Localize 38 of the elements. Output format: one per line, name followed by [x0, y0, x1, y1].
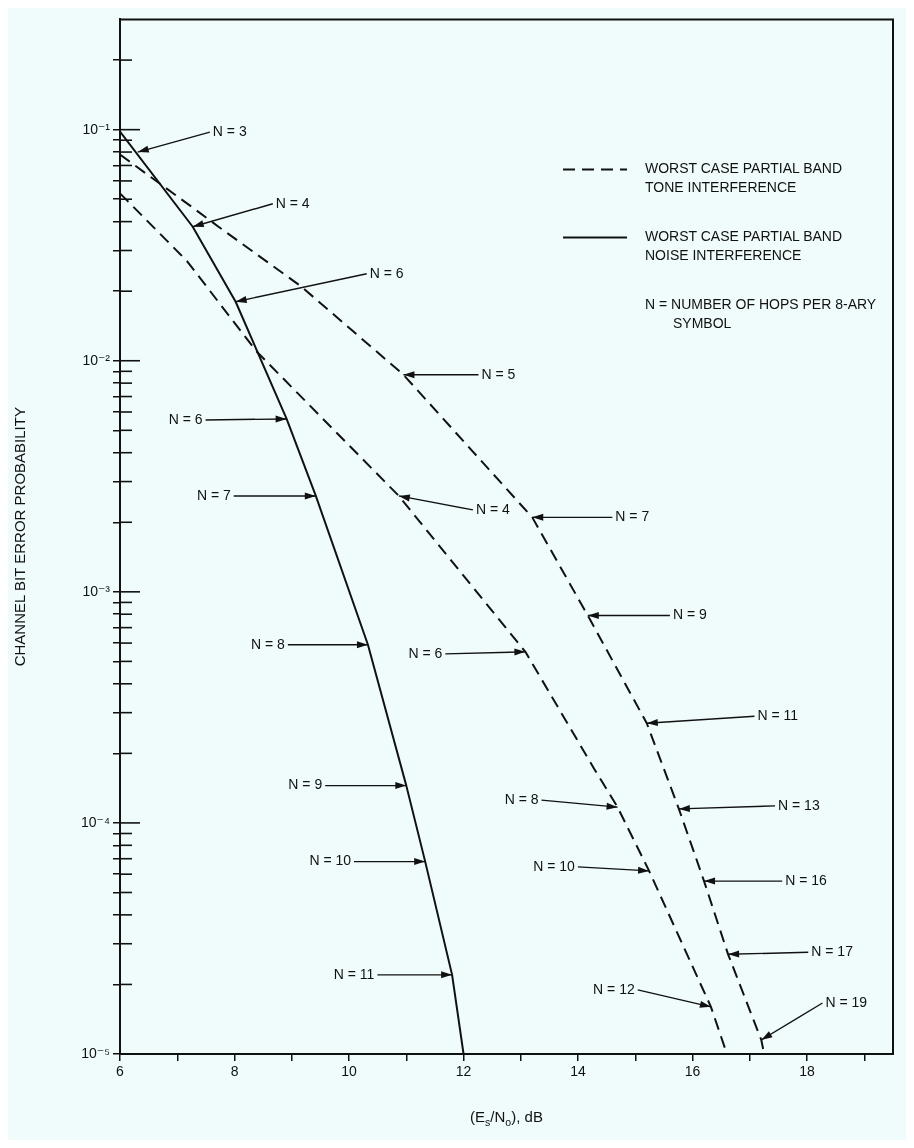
annotation: N = 19: [825, 993, 868, 1010]
x-tick-label: 10: [341, 1063, 358, 1080]
x-tick-label: 6: [116, 1063, 125, 1080]
annotation: N = 10: [309, 852, 352, 869]
x-tick-label: 8: [230, 1063, 239, 1080]
annotation: N = 11: [757, 707, 799, 724]
annotation: N = 4: [475, 500, 510, 517]
annotation: N = 16: [785, 871, 828, 888]
annotation: N = 9: [672, 606, 707, 623]
annotation: N = 17: [811, 943, 854, 960]
annotation: N = 12: [593, 980, 635, 997]
annotation: N = 13: [778, 796, 820, 813]
legend-label: WORST CASE PARTIAL BAND TONE INTERFERENCE: [645, 160, 843, 196]
y-axis-title: CHANNEL BIT ERROR PROBABILITY: [11, 407, 29, 667]
annotation: N = 10: [533, 857, 576, 874]
annotation: N = 6: [408, 644, 443, 661]
annotation: N = 4: [275, 194, 310, 211]
annotation: N = 6: [168, 410, 203, 427]
x-tick-label: 12: [455, 1063, 472, 1080]
y-tick-label: 10⁻¹: [82, 120, 111, 137]
annotation: N = 7: [196, 486, 231, 503]
x-tick-label: 14: [570, 1063, 587, 1080]
annotation: N = 6: [369, 264, 404, 281]
y-tick-label: 10⁻³: [82, 582, 111, 599]
annotation: N = 5: [481, 365, 516, 382]
x-tick-label: 16: [684, 1063, 701, 1080]
annotation: N = 11: [333, 965, 375, 982]
annotation: N = 3: [212, 122, 247, 139]
x-tick-label: 18: [799, 1063, 816, 1080]
annotation: N = 8: [504, 791, 539, 808]
annotation: N = 9: [288, 776, 323, 793]
y-tick-label: 10⁻⁴: [81, 813, 110, 830]
annotation: N = 8: [251, 635, 286, 652]
y-tick-label: 10⁻⁵: [81, 1044, 110, 1061]
legend-label: WORST CASE PARTIAL BAND NOISE INTERFERENCE: [645, 228, 843, 264]
y-tick-label: 10⁻²: [82, 351, 111, 368]
annotation: N = NUMBER OF HOPS PER 8-ARY SYMBOL: [645, 296, 877, 332]
annotation: N = 7: [615, 508, 650, 525]
